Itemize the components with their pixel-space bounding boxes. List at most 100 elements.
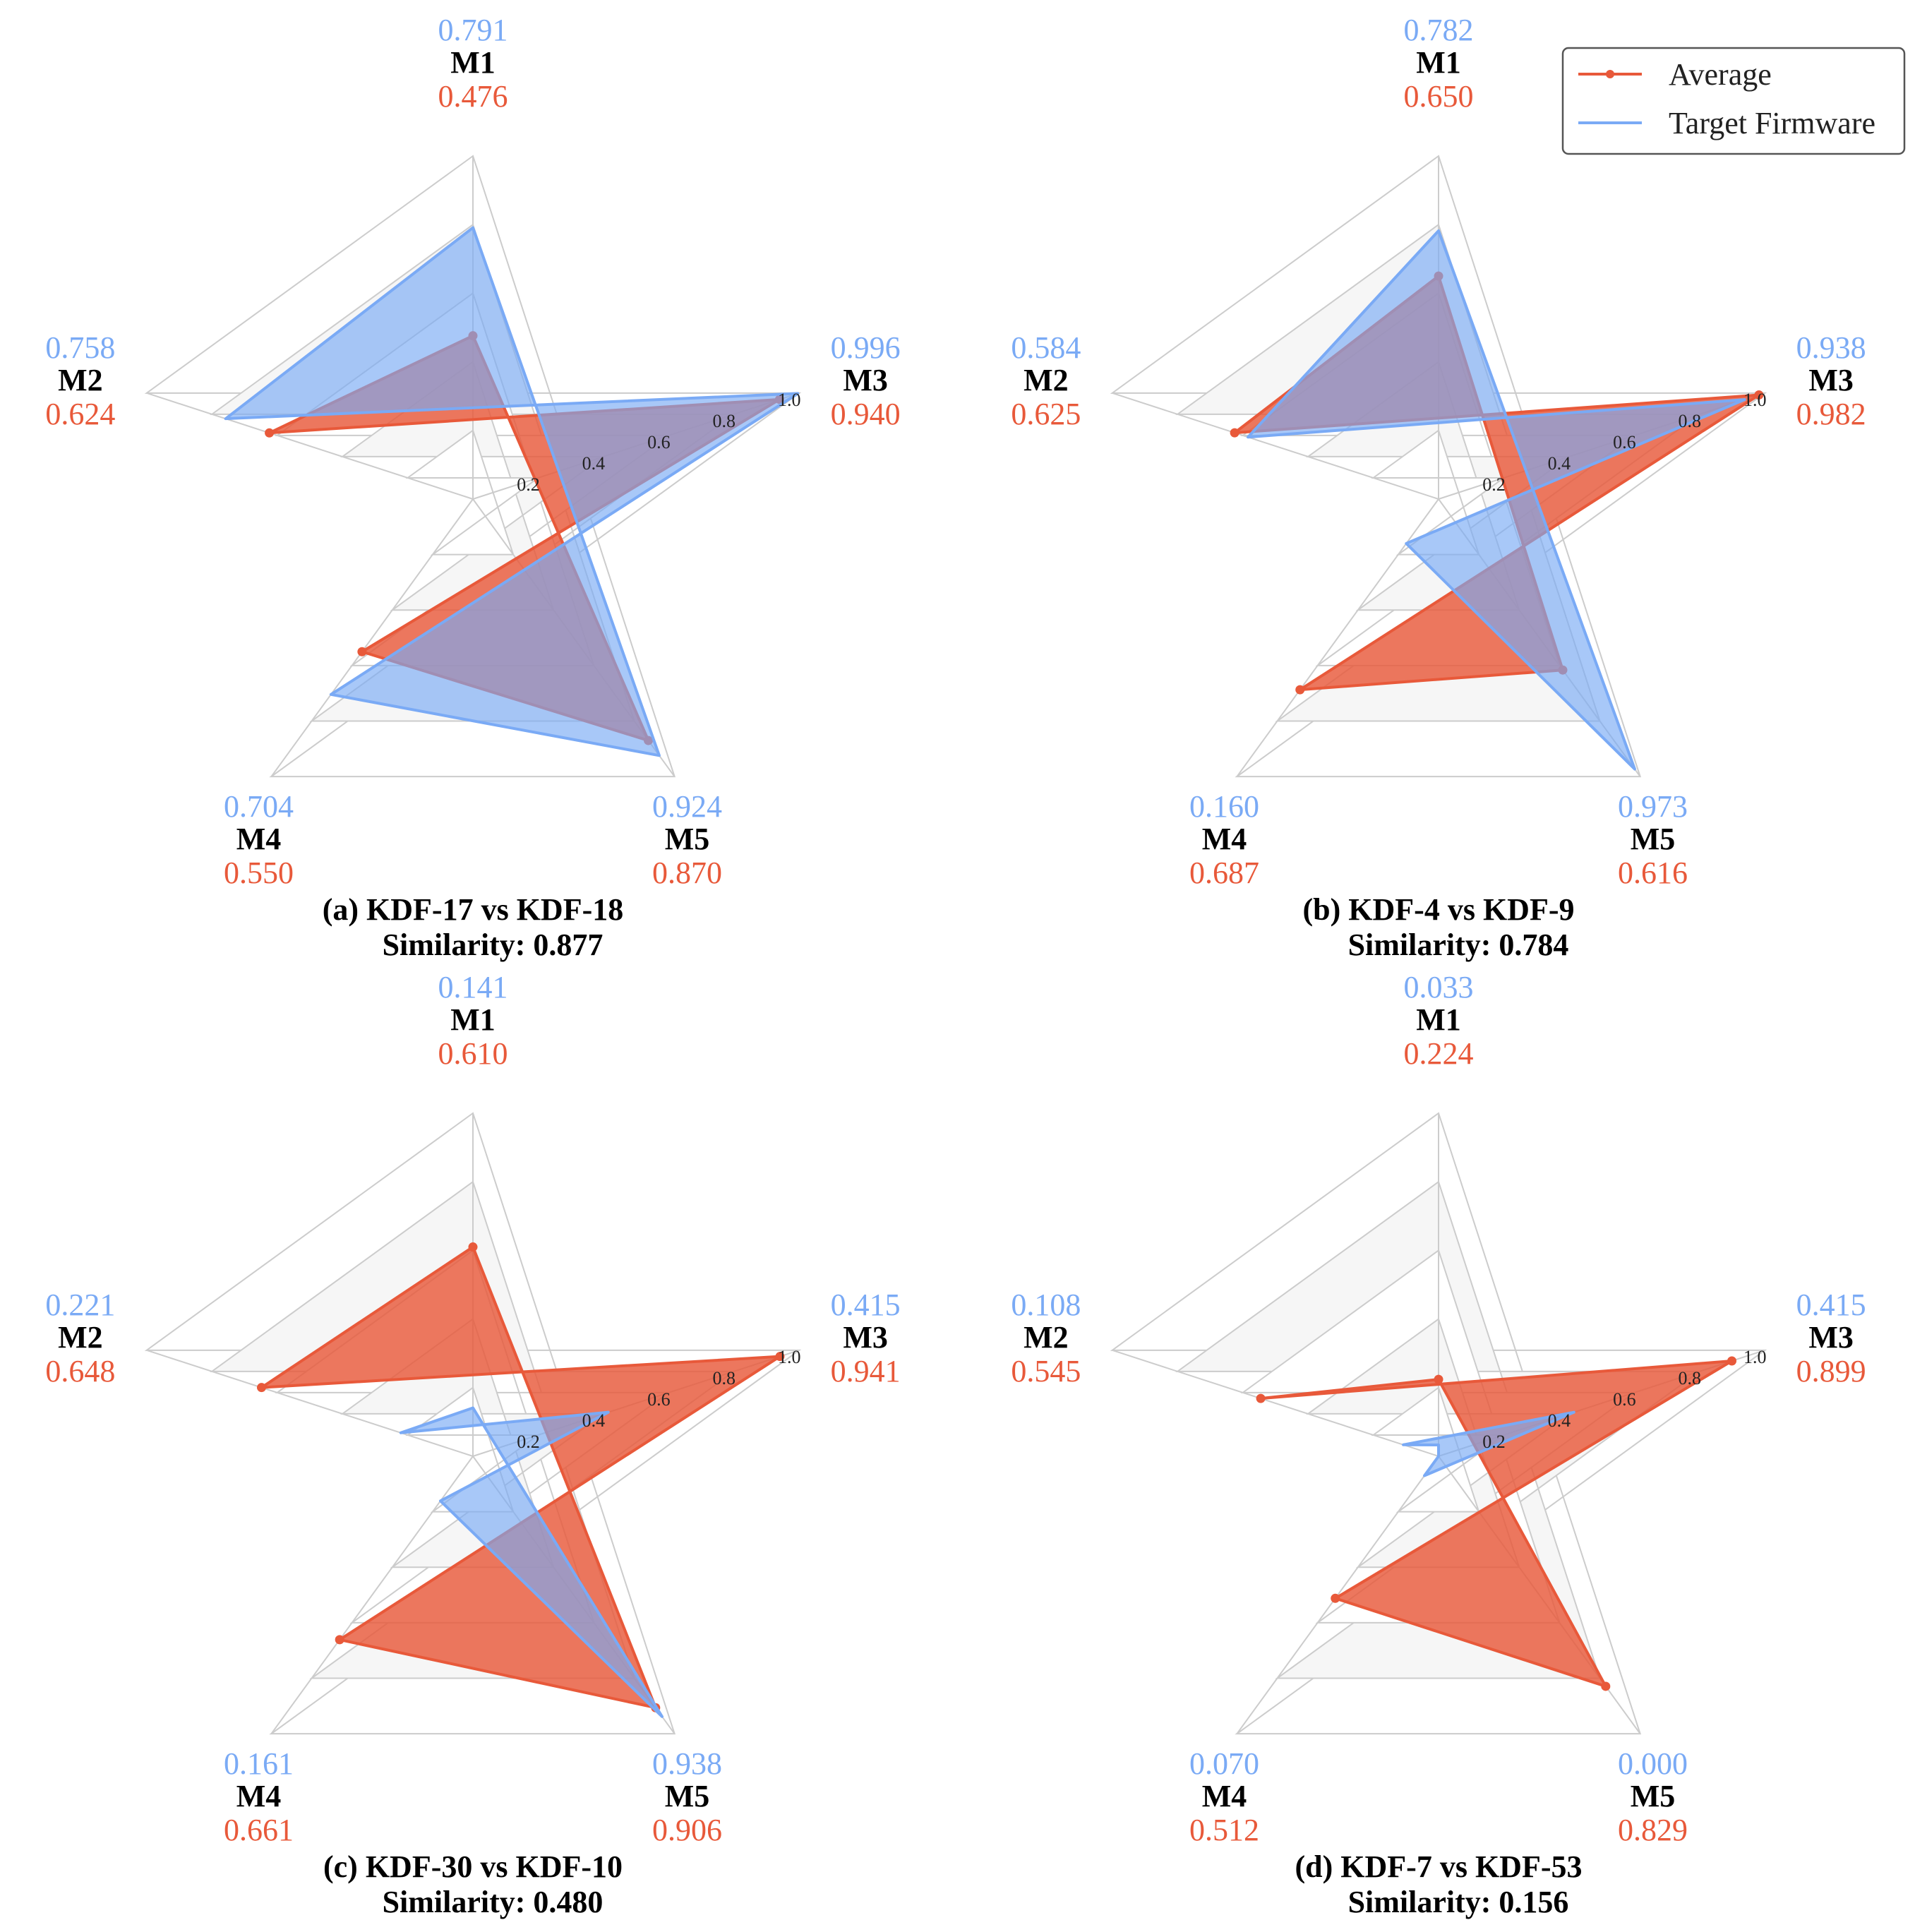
r-tick-label: 1.0 bbox=[778, 1347, 801, 1367]
average-point bbox=[357, 647, 367, 656]
r-tick-label: 0.2 bbox=[1482, 1432, 1506, 1452]
legend-average-label: Average bbox=[1669, 57, 1772, 92]
average-value-label: 0.650 bbox=[1404, 79, 1474, 114]
target-value-label: 0.938 bbox=[652, 1746, 722, 1781]
axis-label: M4 bbox=[1202, 822, 1247, 856]
r-tick-label: 0.8 bbox=[713, 411, 736, 431]
series-area-target-firmware bbox=[1402, 1410, 1575, 1477]
grid-spoke bbox=[1236, 498, 1439, 777]
average-value-label: 0.224 bbox=[1404, 1036, 1474, 1071]
panel-similarity: Similarity: 0.480 bbox=[383, 1885, 604, 1919]
target-value-label: 0.973 bbox=[1618, 789, 1688, 824]
axis-label: M1 bbox=[1416, 45, 1461, 80]
r-tick-label: 0.6 bbox=[1613, 1389, 1636, 1410]
r-tick-label: 0.6 bbox=[1613, 432, 1636, 452]
average-point bbox=[775, 1352, 785, 1362]
average-value-label: 0.610 bbox=[438, 1036, 508, 1071]
r-tick-label: 0.4 bbox=[1548, 453, 1571, 474]
axis-label: M3 bbox=[1808, 363, 1854, 397]
target-value-label: 0.758 bbox=[45, 330, 115, 365]
average-value-label: 0.512 bbox=[1189, 1813, 1259, 1847]
axis-label: M2 bbox=[58, 1320, 103, 1355]
series-area-target-firmware bbox=[1247, 229, 1746, 771]
axis-label: M1 bbox=[450, 45, 496, 80]
target-value-label: 0.924 bbox=[652, 789, 722, 824]
axis-label: M3 bbox=[843, 363, 888, 397]
average-point bbox=[256, 1383, 266, 1393]
target-value-label: 0.782 bbox=[1404, 13, 1474, 47]
target-value-label: 0.704 bbox=[224, 789, 294, 824]
panel-caption: (a) KDF-17 vs KDF-18 bbox=[323, 892, 624, 927]
grid-spoke bbox=[270, 1456, 474, 1734]
grid-spoke bbox=[1112, 1349, 1439, 1457]
average-value-label: 0.616 bbox=[1618, 856, 1688, 890]
r-tick-label: 0.2 bbox=[517, 1432, 540, 1452]
series-area-target-firmware bbox=[399, 1406, 664, 1718]
r-tick-label: 0.6 bbox=[647, 1389, 671, 1410]
average-value-label: 0.550 bbox=[224, 856, 294, 890]
axis-label: M5 bbox=[665, 1779, 710, 1813]
target-value-label: 0.000 bbox=[1618, 1746, 1688, 1781]
r-tick-label: 0.2 bbox=[1482, 474, 1506, 495]
average-value-label: 0.940 bbox=[831, 397, 901, 431]
panel-caption: (d) KDF-7 vs KDF-53 bbox=[1295, 1849, 1583, 1884]
average-point bbox=[335, 1635, 344, 1645]
axis-label: M4 bbox=[236, 822, 282, 856]
axis-label: M5 bbox=[665, 822, 710, 856]
target-value-label: 0.141 bbox=[438, 970, 508, 1004]
average-value-label: 0.941 bbox=[831, 1354, 901, 1388]
target-value-label: 0.161 bbox=[224, 1746, 294, 1781]
target-value-label: 0.791 bbox=[438, 13, 508, 47]
axis-label: M4 bbox=[1202, 1779, 1247, 1813]
grid-spoke bbox=[146, 392, 474, 500]
r-tick-label: 0.4 bbox=[582, 453, 606, 474]
panel-similarity: Similarity: 0.784 bbox=[1348, 928, 1569, 962]
panel-similarity: Similarity: 0.156 bbox=[1348, 1885, 1569, 1919]
r-tick-label: 0.8 bbox=[1679, 411, 1702, 431]
average-value-label: 0.982 bbox=[1796, 397, 1866, 431]
average-point bbox=[1230, 428, 1239, 438]
series-area-average bbox=[260, 1245, 781, 1710]
axis-label: M2 bbox=[1023, 363, 1069, 397]
target-value-label: 0.108 bbox=[1011, 1288, 1081, 1322]
average-value-label: 0.648 bbox=[45, 1354, 115, 1388]
target-value-label: 0.584 bbox=[1011, 330, 1081, 365]
axis-label: M5 bbox=[1631, 1779, 1676, 1813]
average-value-label: 0.624 bbox=[45, 397, 115, 431]
average-value-label: 0.661 bbox=[224, 1813, 294, 1847]
average-value-label: 0.870 bbox=[652, 856, 722, 890]
average-value-label: 0.906 bbox=[652, 1813, 722, 1847]
axis-label: M4 bbox=[236, 1779, 282, 1813]
target-value-label: 0.996 bbox=[831, 330, 901, 365]
axis-label: M5 bbox=[1631, 822, 1676, 856]
axis-label: M2 bbox=[1023, 1320, 1069, 1355]
panel-caption: (b) KDF-4 vs KDF-9 bbox=[1303, 892, 1575, 927]
r-tick-label: 0.4 bbox=[1548, 1410, 1571, 1431]
average-point bbox=[1727, 1356, 1737, 1366]
average-value-label: 0.625 bbox=[1011, 397, 1081, 431]
target-value-label: 0.415 bbox=[831, 1288, 901, 1322]
average-point bbox=[1256, 1393, 1266, 1403]
r-tick-label: 0.2 bbox=[517, 474, 540, 495]
grid-spoke bbox=[270, 498, 474, 777]
average-value-label: 0.829 bbox=[1618, 1813, 1688, 1847]
target-value-label: 0.070 bbox=[1189, 1746, 1259, 1781]
average-value-label: 0.476 bbox=[438, 79, 508, 114]
series-area-target-firmware bbox=[224, 226, 800, 757]
average-point bbox=[1295, 685, 1305, 695]
legend: Average Target Firmware bbox=[1561, 47, 1906, 155]
r-tick-label: 1.0 bbox=[1743, 1347, 1767, 1367]
axis-label: M1 bbox=[450, 1002, 496, 1037]
axis-label: M1 bbox=[1416, 1002, 1461, 1037]
axis-label: M2 bbox=[58, 363, 103, 397]
legend-target-label: Target Firmware bbox=[1669, 106, 1875, 140]
r-tick-label: 0.6 bbox=[647, 432, 671, 452]
radar-panels: 0.20.40.60.81.00.791M10.4760.758M20.6240… bbox=[45, 13, 1866, 1919]
average-point bbox=[1331, 1593, 1340, 1603]
panel-caption: (c) KDF-30 vs KDF-10 bbox=[323, 1849, 623, 1884]
grid-spoke bbox=[146, 1349, 474, 1457]
target-value-label: 0.938 bbox=[1796, 330, 1866, 365]
